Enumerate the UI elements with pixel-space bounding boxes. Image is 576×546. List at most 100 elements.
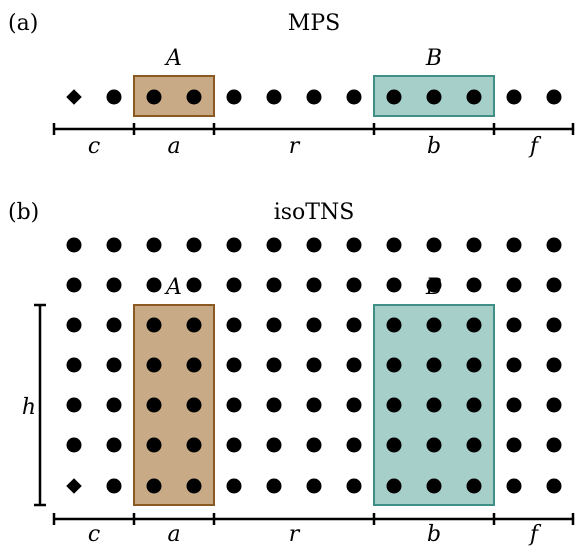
isotns-site <box>506 437 522 453</box>
isotns-segment-a: a <box>167 522 180 546</box>
isotns-site <box>226 397 242 413</box>
isotns-site <box>106 357 122 373</box>
isotns-site <box>466 277 482 293</box>
isotns-site <box>546 357 562 373</box>
isotns-site <box>306 237 322 253</box>
isotns-site <box>266 277 282 293</box>
isotns-site <box>306 437 322 453</box>
isotns-site <box>306 478 322 494</box>
panel-isotns: (b) isoTNS A B h c a r b f <box>8 200 575 546</box>
isotns-site <box>466 237 482 253</box>
mps-site <box>386 89 402 105</box>
mps-segment-a: a <box>167 134 180 159</box>
isotns-site <box>66 317 82 333</box>
mps-segment-r: r <box>289 134 301 159</box>
isotns-site <box>226 357 242 373</box>
isotns-site <box>226 437 242 453</box>
isotns-site <box>226 478 242 494</box>
isotns-segment-c: c <box>88 522 100 546</box>
isotns-site <box>346 437 362 453</box>
isotns-site <box>146 357 162 373</box>
isotns-site <box>506 317 522 333</box>
height-bracket <box>34 303 46 507</box>
isotns-site <box>146 437 162 453</box>
isotns-site <box>506 357 522 373</box>
isotns-sites <box>66 237 562 494</box>
isotns-site <box>546 237 562 253</box>
isotns-site <box>426 357 442 373</box>
mps-sites <box>66 89 562 105</box>
isotns-site <box>346 277 362 293</box>
isotns-site <box>106 317 122 333</box>
isotns-site <box>346 237 362 253</box>
isotns-boundary-site <box>66 478 82 494</box>
isotns-site <box>346 397 362 413</box>
isotns-site <box>346 357 362 373</box>
height-label: h <box>22 395 36 420</box>
isotns-region-a-label: A <box>164 275 182 300</box>
isotns-site <box>426 277 442 293</box>
isotns-site <box>266 357 282 373</box>
isotns-site <box>386 317 402 333</box>
mps-segment-c: c <box>88 134 100 159</box>
isotns-segment-f: f <box>528 522 542 546</box>
panel-mps: (a) MPS A B c a r b f <box>8 11 575 159</box>
isotns-site <box>186 397 202 413</box>
isotns-site <box>306 397 322 413</box>
mps-segment-axis <box>52 123 575 135</box>
isotns-site <box>386 237 402 253</box>
isotns-site <box>106 237 122 253</box>
isotns-site <box>186 437 202 453</box>
isotns-site <box>66 237 82 253</box>
isotns-site <box>386 478 402 494</box>
isotns-site <box>506 478 522 494</box>
isotns-site <box>186 478 202 494</box>
panel-label-a: (a) <box>8 11 38 36</box>
isotns-segment-b: b <box>427 522 441 546</box>
isotns-site <box>106 277 122 293</box>
isotns-site <box>146 277 162 293</box>
isotns-site <box>226 317 242 333</box>
isotns-site <box>266 397 282 413</box>
isotns-site <box>186 317 202 333</box>
isotns-site <box>426 478 442 494</box>
isotns-site <box>306 277 322 293</box>
isotns-site <box>66 397 82 413</box>
isotns-site <box>106 397 122 413</box>
mps-segment-f: f <box>528 134 542 159</box>
isotns-site <box>106 478 122 494</box>
isotns-site <box>466 397 482 413</box>
isotns-site <box>506 237 522 253</box>
isotns-site <box>346 317 362 333</box>
isotns-site <box>146 317 162 333</box>
mps-site <box>546 89 562 105</box>
mps-site <box>186 89 202 105</box>
isotns-site <box>66 357 82 373</box>
mps-site <box>106 89 122 105</box>
isotns-site <box>506 397 522 413</box>
isotns-site <box>186 277 202 293</box>
isotns-site <box>426 397 442 413</box>
mps-segment-b: b <box>427 134 441 159</box>
mps-region-a <box>133 75 215 117</box>
isotns-site <box>386 357 402 373</box>
mps-site <box>466 89 482 105</box>
isotns-site <box>426 237 442 253</box>
isotns-region-a <box>133 304 215 506</box>
isotns-site <box>546 437 562 453</box>
isotns-segment-axis <box>52 513 575 525</box>
mps-site <box>426 89 442 105</box>
isotns-site <box>506 277 522 293</box>
mps-region-a-label: A <box>164 46 182 71</box>
mps-region-b-label: B <box>425 46 442 71</box>
mps-site <box>266 89 282 105</box>
mps-site <box>146 89 162 105</box>
mps-site <box>306 89 322 105</box>
mps-site <box>506 89 522 105</box>
isotns-site <box>106 437 122 453</box>
isotns-site <box>386 397 402 413</box>
mps-site <box>226 89 242 105</box>
isotns-site <box>266 237 282 253</box>
isotns-site <box>226 237 242 253</box>
